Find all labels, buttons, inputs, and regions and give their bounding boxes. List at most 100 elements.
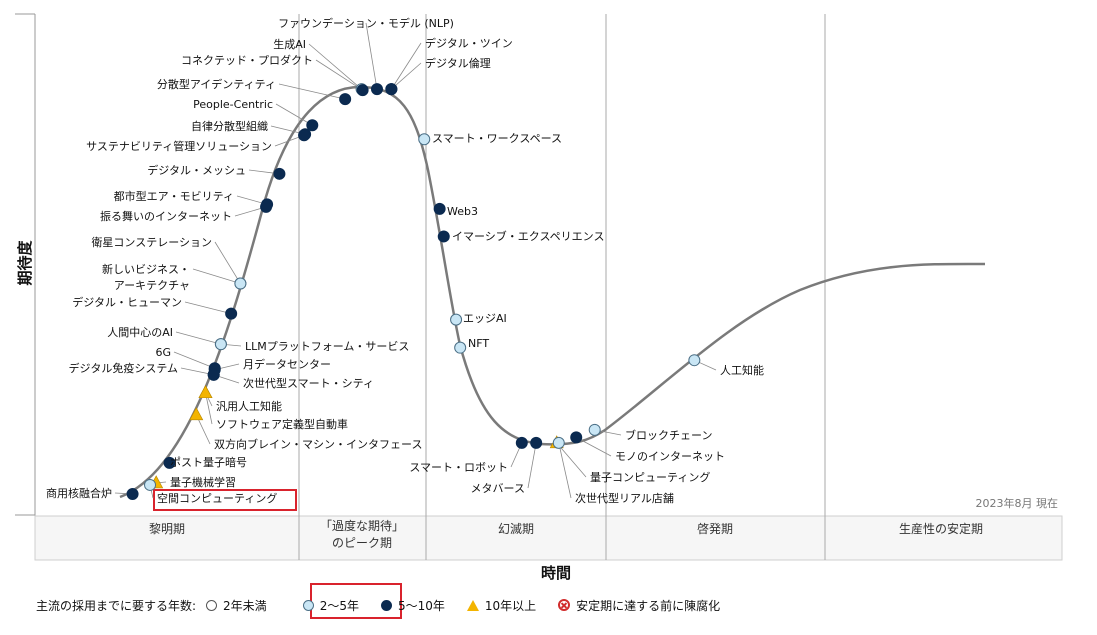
light-blue-circle-marker [214,338,227,351]
navy-circle-marker [273,167,286,180]
navy-circle-marker [260,200,273,213]
point-label: 汎用人工知能 [216,399,282,413]
white-circle-icon [206,599,218,611]
point-label: メタバース [471,482,525,495]
navy-circle-marker [437,230,450,243]
point-label: モノのインターネット [615,450,725,463]
legend-item-10plus: 10年以上 [466,597,536,614]
point-label: 自律分散型組織 [191,119,268,133]
leader-line [278,83,346,100]
navy-circle-marker [530,436,543,449]
point-label: NFT [468,337,489,350]
legend-label: 2～5年 [319,598,359,613]
point-label: 空間コンピューティング [157,491,277,505]
legend-title: 主流の採用までに要する年数: [36,598,197,613]
point-label: 新しいビジネス・アーキテクチャ [102,262,190,292]
point-label: 都市型エア・モビリティ [114,189,234,203]
point-label: スマート・ロボット [409,461,508,474]
leader-line [214,241,241,284]
navy-circle-marker [433,202,446,215]
navy-circle-marker [225,307,238,320]
legend-item-5to10: 5～10年 [380,597,445,614]
navy-circle-marker [370,83,383,96]
light-blue-circle-marker [450,313,463,326]
point-label: 量子機械学習 [170,475,236,489]
point-label: 6G [155,346,171,359]
point-label: Web3 [447,205,478,218]
point-label: LLMプラットフォーム・サービス [245,340,409,353]
x-axis-title: 時間 [541,564,571,582]
navy-circle-marker [163,456,176,469]
y-axis-title: 期待度 [16,240,34,286]
light-blue-circle-marker [588,423,601,436]
phase-label-slope: 啓発期 [697,521,733,536]
date-note: 2023年8月 現在 [976,496,1059,510]
navy-circle-marker [298,129,311,142]
yellow-triangle-marker [198,385,213,399]
phase-band [34,515,1063,561]
point-label: ブロックチェーン [625,428,712,442]
point-label: イマーシブ・エクスペリエンス [452,229,604,243]
point-label: エッジAI [463,312,507,325]
navy-circle-marker [126,487,139,500]
point-label: 次世代型スマート・シティ [243,376,374,390]
legend-item-2to5: 2～5年 [302,597,359,614]
point-label: ファウンデーション・モデル (NLP) [278,16,454,30]
point-label: 次世代型リアル店舗 [575,491,674,505]
red-x-circle-icon [558,599,571,611]
leader-line [391,42,422,90]
leader-line [315,59,363,91]
phase-label-plateau: 生産性の安定期 [899,521,983,536]
light-blue-circle-marker [552,436,565,449]
navy-circle-marker [207,368,220,381]
navy-circle-icon [380,599,392,611]
yellow-triangle-marker [189,407,204,421]
light-blue-circle-marker [144,478,157,491]
legend-item-obsolete: 安定期に達する前に陳腐化 [558,597,720,614]
point-label: 商用核融合炉 [46,486,112,500]
point-label: デジタル倫理 [425,56,491,70]
leader-line [184,301,232,314]
point-label: 量子コンピューティング [590,470,710,484]
point-label: デジタル・ツイン [425,36,513,50]
leader-line [391,62,422,90]
leader-line [192,268,241,284]
point-label: コネクテッド・プロダクト [181,53,313,67]
phase-label-peak-line1: 「過度な期待」 [320,518,404,533]
legend: 主流の採用までに要する年数: 2年未満 2～5年 5～10年 10年以上 安定期… [36,594,742,616]
leader-line [365,22,378,90]
point-label: ポスト量子暗号 [170,455,247,469]
light-blue-circle-icon [302,599,314,611]
phase-label-peak-line2: のピーク期 [332,536,392,550]
point-label: デジタル・メッシュ [147,163,246,177]
point-label: People-Centric [193,98,273,111]
point-label: デジタル・ヒューマン [72,295,182,309]
point-label: デジタル免疫システム [69,361,178,375]
point-label: 分散型アイデンティティ [157,77,276,91]
light-blue-circle-marker [688,354,701,367]
point-label: ソフトウェア定義型自動車 [216,417,348,431]
phase-label-trough: 幻滅期 [498,522,534,536]
point-label: サステナビリティ管理ソリューション [86,139,272,153]
legend-label: 5～10年 [397,598,445,613]
point-label: 人間中心のAI [107,326,173,339]
navy-circle-marker [356,84,369,97]
leader-line [556,442,587,478]
light-blue-circle-marker [418,133,431,146]
leader-line [576,436,612,457]
leader-line [308,43,362,90]
point-label: 振る舞いのインターネット [100,209,232,223]
navy-circle-marker [570,431,583,444]
navy-circle-marker [515,436,528,449]
point-label: スマート・ワークスペース [432,132,562,145]
light-blue-circle-marker [234,277,247,290]
leader-line [175,331,221,345]
point-label: 双方向ブレイン・マシン・インタフェース [214,437,422,451]
leader-line [527,442,537,489]
leader-line [275,103,313,126]
point-label: 衛星コンステレーション [91,236,212,249]
legend-label: 2年未満 [223,598,267,613]
highlight-box-spatial-computing [153,489,297,511]
navy-circle-marker [339,93,352,106]
